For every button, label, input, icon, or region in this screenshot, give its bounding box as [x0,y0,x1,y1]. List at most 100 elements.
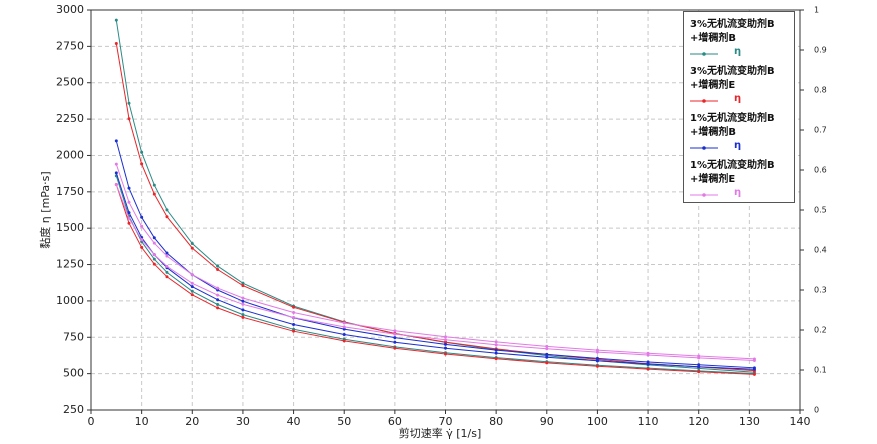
data-point [140,150,144,154]
y-tick-label: 1500 [56,221,84,234]
data-point [216,306,220,310]
data-point [152,183,156,187]
data-point [190,289,194,293]
data-point [216,286,220,290]
data-point [241,313,245,317]
data-point [292,315,296,319]
data-point [127,221,131,225]
x-tick-label: 60 [388,415,402,428]
data-point [697,365,701,369]
data-point [114,41,118,45]
data-point [494,340,498,344]
data-point [494,357,498,361]
x-tick-label: 100 [587,415,608,428]
legend-entry: 1%无机流变助剂B +增稠剂E η [690,159,794,198]
data-point [216,293,220,297]
data-point [216,267,220,271]
data-point [494,343,498,347]
data-point [127,186,131,190]
data-point [140,238,144,242]
data-point [494,348,498,352]
data-point [127,117,131,121]
data-point [190,293,194,297]
data-point [114,162,118,166]
data-point [140,245,144,249]
y2-tick-label: 0.9 [814,46,827,55]
legend-entry: 1%无机流变助剂B +增稠剂B η [690,112,794,151]
data-point [114,171,118,175]
y2-tick-label: 0 [814,406,819,415]
y-tick-label: 2250 [56,112,84,125]
y-tick-label: 2000 [56,148,84,161]
data-point [545,352,549,356]
data-point [393,336,397,340]
x-tick-label: 20 [185,415,199,428]
y-tick-label: 500 [63,367,84,380]
y2-tick-label: 0.8 [814,86,827,95]
data-point [165,264,169,268]
data-point [752,367,756,371]
data-point [190,246,194,250]
data-point [152,262,156,266]
y-tick-label: 2750 [56,39,84,52]
data-point [127,101,131,105]
x-tick-label: 90 [540,415,554,428]
data-point [216,298,220,302]
x-tick-label: 70 [439,415,453,428]
legend-label: 3%无机流变助剂B +增稠剂E [690,66,775,91]
legend-label: 1%无机流变助剂B +增稠剂E [690,160,775,185]
data-point [292,311,296,315]
data-point [114,139,118,143]
y2-tick-label: 0.4 [814,246,827,255]
legend-symbol: η [690,46,760,60]
data-point [152,241,156,245]
data-point [114,183,118,187]
legend-symbol-label: η [734,93,742,104]
data-point [595,350,599,354]
legend-symbol-label: η [734,140,742,151]
y-tick-label: 1000 [56,294,84,307]
y-tick-label: 2500 [56,76,84,89]
data-point [595,364,599,368]
data-point [342,321,346,325]
data-point [165,208,169,212]
y2-tick-label: 0.5 [814,206,827,215]
data-point [127,216,131,220]
data-point [152,253,156,257]
y-tick-label: 750 [63,330,84,343]
y-tick-label: 1750 [56,185,84,198]
x-tick-label: 0 [88,415,95,428]
data-point [697,356,701,360]
data-point [444,352,447,356]
data-point [444,346,447,350]
data-point [393,329,397,333]
data-point [140,215,144,219]
data-point [292,305,296,309]
x-tick-label: 110 [638,415,659,428]
x-tick-label: 10 [135,415,149,428]
data-point [342,339,346,343]
data-point [165,251,169,255]
data-point [545,347,549,351]
data-point [216,303,220,307]
data-point [393,332,397,336]
data-point [241,315,245,319]
x-tick-label: 140 [790,415,811,428]
data-point [494,351,498,355]
data-point [646,362,650,366]
legend-entry: 3%无机流变助剂B +增稠剂B η [690,18,794,57]
data-point [165,254,169,258]
y-tick-label: 1250 [56,258,84,271]
x-tick-label: 40 [287,415,301,428]
legend-label: 3%无机流变助剂B +增稠剂B [690,19,775,44]
y-tick-label: 250 [63,403,84,416]
data-point [646,353,650,357]
y2-tick-label: 0.3 [814,286,827,295]
data-point [152,236,156,240]
x-tick-label: 130 [739,415,760,428]
data-point [241,299,245,303]
data-point [152,257,156,261]
data-point [190,281,194,285]
